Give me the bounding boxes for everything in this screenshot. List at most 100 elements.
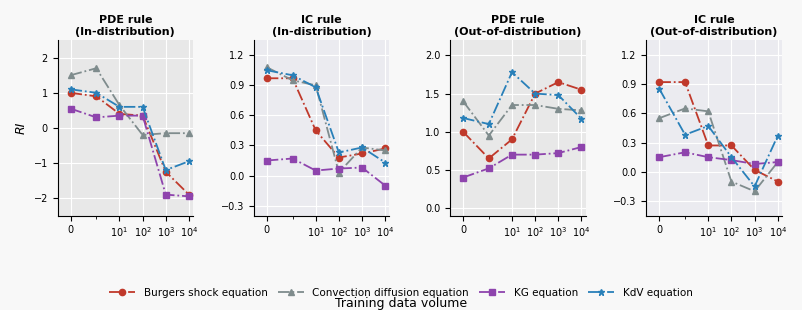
KG equation bbox=[115, 114, 124, 117]
KdV equation bbox=[66, 87, 75, 91]
Burgers shock equation bbox=[484, 157, 493, 160]
Convection diffusion equation bbox=[507, 103, 516, 107]
Burgers shock equation bbox=[138, 114, 148, 117]
KG equation bbox=[458, 176, 468, 179]
Burgers shock equation bbox=[703, 144, 713, 147]
Convection diffusion equation bbox=[680, 107, 690, 110]
KG equation bbox=[750, 162, 759, 166]
Convection diffusion equation bbox=[138, 133, 148, 137]
Convection diffusion equation bbox=[115, 103, 124, 107]
KG equation bbox=[91, 116, 101, 119]
KG equation bbox=[138, 114, 148, 117]
KdV equation bbox=[530, 92, 540, 95]
KdV equation bbox=[654, 87, 664, 91]
KG equation bbox=[380, 184, 390, 188]
Burgers shock equation bbox=[91, 95, 101, 98]
KdV equation bbox=[727, 155, 736, 159]
KG equation bbox=[334, 167, 344, 170]
Burgers shock equation bbox=[507, 138, 516, 141]
Line: Burgers shock equation: Burgers shock equation bbox=[656, 79, 781, 185]
Burgers shock equation bbox=[262, 76, 272, 80]
KG equation bbox=[577, 145, 586, 149]
KG equation bbox=[184, 194, 194, 198]
KdV equation bbox=[262, 69, 272, 72]
KG equation bbox=[484, 166, 493, 170]
Line: KdV equation: KdV equation bbox=[460, 69, 585, 127]
Y-axis label: RI: RI bbox=[15, 122, 28, 134]
KG equation bbox=[727, 158, 736, 162]
Convection diffusion equation bbox=[334, 171, 344, 175]
Convection diffusion equation bbox=[380, 148, 390, 152]
Burgers shock equation bbox=[380, 147, 390, 150]
Burgers shock equation bbox=[553, 80, 563, 84]
Burgers shock equation bbox=[311, 129, 321, 132]
Burgers shock equation bbox=[357, 152, 367, 155]
Convection diffusion equation bbox=[484, 134, 493, 137]
Burgers shock equation bbox=[288, 76, 298, 80]
Convection diffusion equation bbox=[311, 83, 321, 87]
KdV equation bbox=[484, 122, 493, 126]
KdV equation bbox=[750, 184, 759, 188]
Line: KG equation: KG equation bbox=[656, 149, 781, 167]
Text: Training data volume: Training data volume bbox=[335, 297, 467, 310]
KG equation bbox=[553, 151, 563, 155]
Convection diffusion equation bbox=[530, 103, 540, 107]
Line: KdV equation: KdV equation bbox=[264, 67, 388, 166]
Burgers shock equation bbox=[727, 144, 736, 147]
KG equation bbox=[161, 193, 171, 197]
Convection diffusion equation bbox=[553, 107, 563, 111]
KG equation bbox=[311, 169, 321, 172]
Burgers shock equation bbox=[773, 180, 783, 184]
KdV equation bbox=[334, 151, 344, 154]
Line: Burgers shock equation: Burgers shock equation bbox=[460, 79, 585, 162]
Convection diffusion equation bbox=[161, 131, 171, 135]
Convection diffusion equation bbox=[577, 108, 586, 112]
Line: Convection diffusion equation: Convection diffusion equation bbox=[460, 98, 585, 139]
Convection diffusion equation bbox=[262, 65, 272, 69]
KG equation bbox=[288, 157, 298, 160]
KdV equation bbox=[680, 133, 690, 137]
Convection diffusion equation bbox=[773, 160, 783, 164]
Line: KdV equation: KdV equation bbox=[656, 86, 781, 189]
KdV equation bbox=[380, 161, 390, 164]
KdV equation bbox=[357, 146, 367, 149]
Burgers shock equation bbox=[530, 92, 540, 95]
KdV equation bbox=[138, 105, 148, 109]
Line: KG equation: KG equation bbox=[460, 144, 585, 181]
KdV equation bbox=[458, 116, 468, 120]
Line: KdV equation: KdV equation bbox=[67, 86, 192, 173]
KG equation bbox=[530, 153, 540, 157]
Convection diffusion equation bbox=[184, 131, 194, 135]
Burgers shock equation bbox=[184, 193, 194, 197]
Convection diffusion equation bbox=[727, 180, 736, 184]
Line: Burgers shock equation: Burgers shock equation bbox=[67, 90, 192, 198]
Legend: Burgers shock equation, Convection diffusion equation, KG equation, KdV equation: Burgers shock equation, Convection diffu… bbox=[105, 283, 697, 302]
KdV equation bbox=[288, 73, 298, 77]
Convection diffusion equation bbox=[288, 78, 298, 82]
Convection diffusion equation bbox=[66, 73, 75, 77]
Burgers shock equation bbox=[66, 91, 75, 95]
KG equation bbox=[507, 153, 516, 157]
KdV equation bbox=[91, 91, 101, 95]
KG equation bbox=[66, 107, 75, 110]
Burgers shock equation bbox=[334, 156, 344, 159]
Line: Burgers shock equation: Burgers shock equation bbox=[264, 75, 388, 161]
KdV equation bbox=[703, 124, 713, 128]
Convection diffusion equation bbox=[91, 66, 101, 70]
KdV equation bbox=[161, 168, 171, 172]
KG equation bbox=[703, 155, 713, 159]
Burgers shock equation bbox=[654, 80, 664, 84]
Burgers shock equation bbox=[577, 88, 586, 92]
KdV equation bbox=[115, 105, 124, 109]
Title: PDE rule
(In-distribution): PDE rule (In-distribution) bbox=[75, 15, 175, 37]
Title: PDE rule
(Out-of-distribution): PDE rule (Out-of-distribution) bbox=[454, 15, 581, 37]
Line: KG equation: KG equation bbox=[264, 155, 388, 189]
KdV equation bbox=[577, 117, 586, 121]
KG equation bbox=[262, 159, 272, 162]
Burgers shock equation bbox=[750, 168, 759, 172]
KG equation bbox=[654, 155, 664, 159]
KG equation bbox=[680, 150, 690, 154]
Burgers shock equation bbox=[458, 130, 468, 134]
Convection diffusion equation bbox=[654, 116, 664, 120]
Line: Convection diffusion equation: Convection diffusion equation bbox=[264, 64, 388, 176]
